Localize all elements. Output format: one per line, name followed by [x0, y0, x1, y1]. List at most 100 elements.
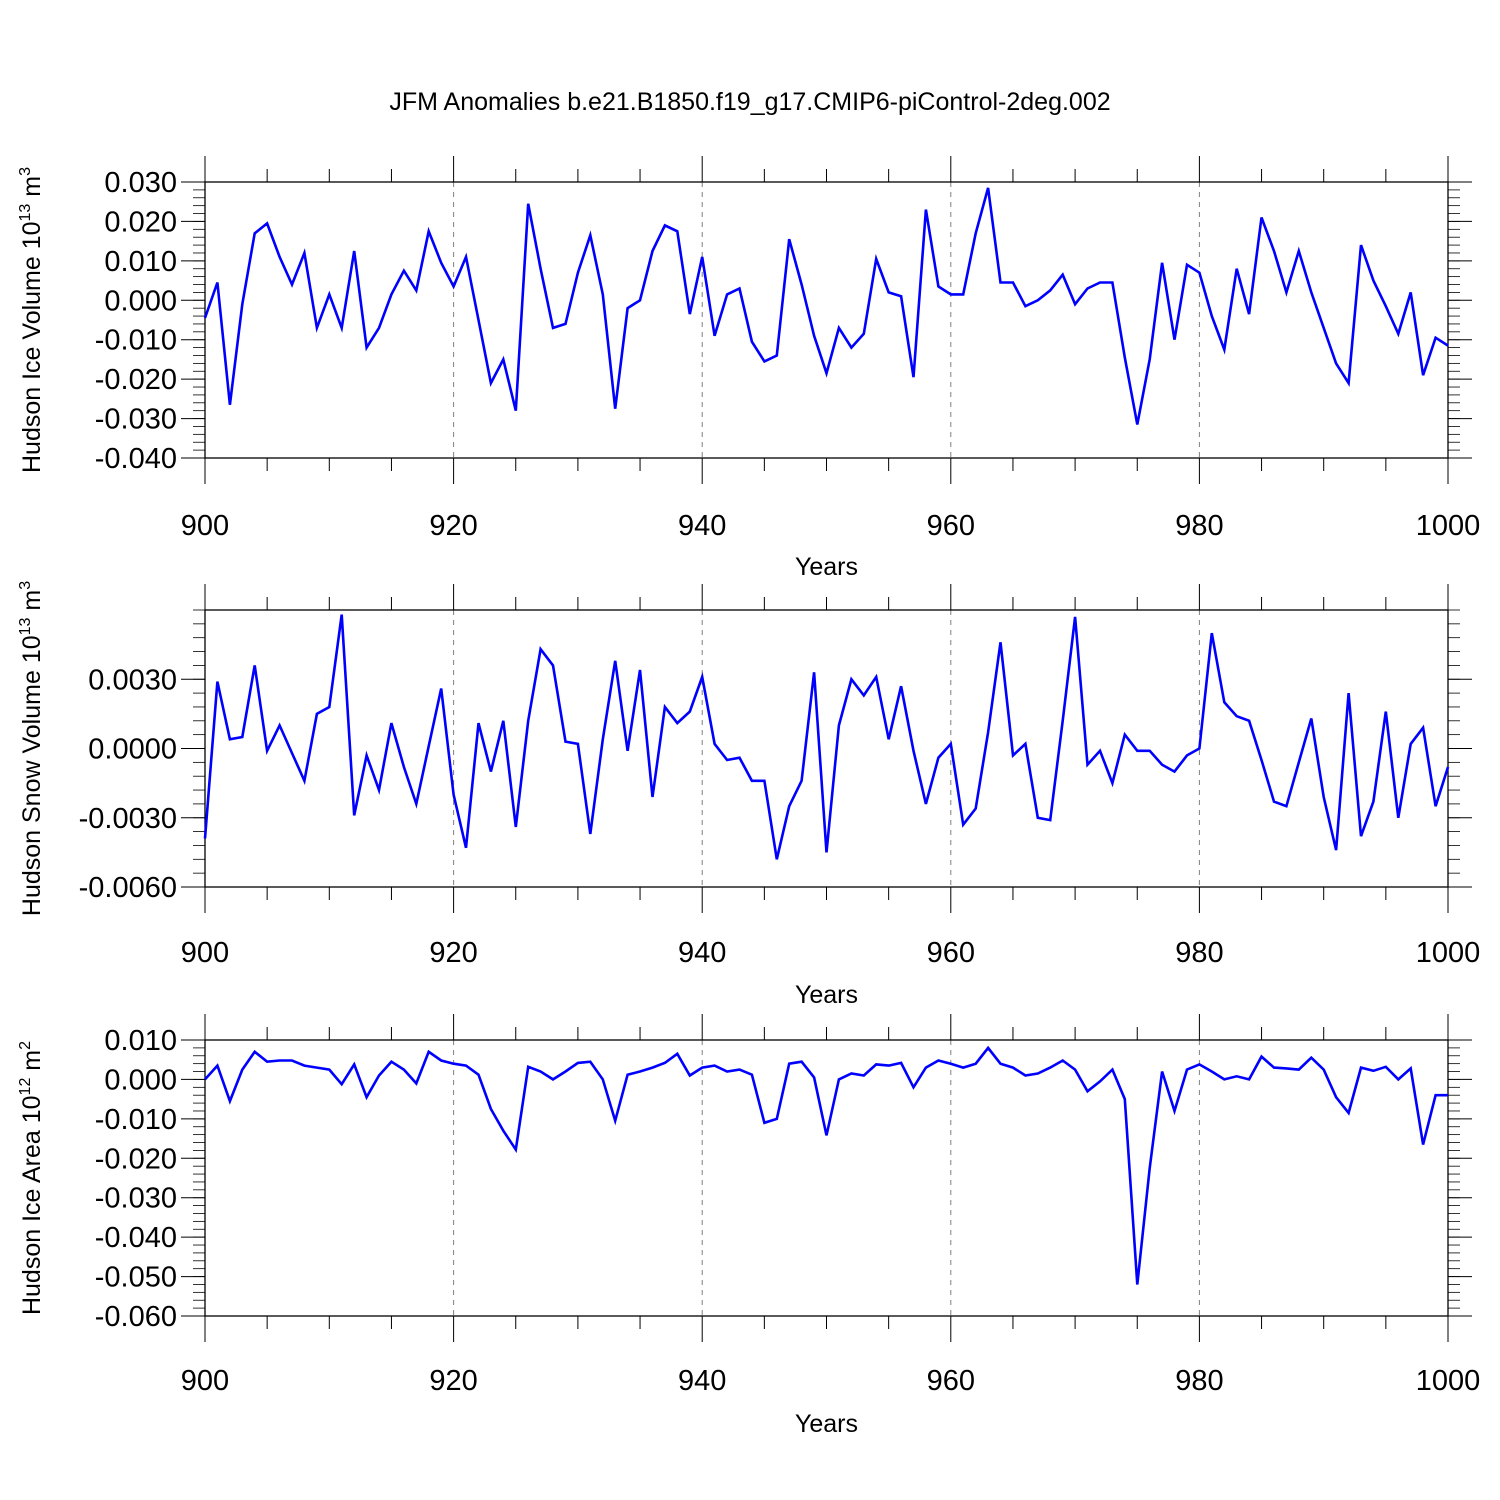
- data-point: [1100, 282, 1101, 283]
- data-point: [205, 1079, 206, 1080]
- data-point: [838, 1079, 839, 1080]
- data-series-line: [203, 614, 1450, 860]
- data-point: [553, 665, 554, 666]
- data-point: [229, 739, 230, 740]
- data-point: [652, 797, 653, 798]
- data-point: [1000, 1063, 1001, 1064]
- data-point: [1286, 806, 1287, 807]
- data-point: [466, 847, 467, 848]
- data-point: [888, 292, 889, 293]
- data-point: [553, 327, 554, 328]
- data-point: [851, 679, 852, 680]
- data-point: [1124, 734, 1125, 735]
- data-point: [851, 347, 852, 348]
- data-point: [1187, 264, 1188, 265]
- data-point: [1323, 327, 1324, 328]
- data-point: [453, 794, 454, 795]
- data-point: [1025, 743, 1026, 744]
- data-point: [901, 686, 902, 687]
- x-tick-label: 920: [429, 510, 477, 542]
- data-point: [1261, 1056, 1262, 1057]
- data-point: [664, 225, 665, 226]
- data-point: [901, 296, 902, 297]
- data-point: [515, 1149, 516, 1150]
- data-point: [727, 294, 728, 295]
- data-point: [739, 1069, 740, 1070]
- data-point: [627, 1074, 628, 1075]
- data-point: [1249, 1079, 1250, 1080]
- data-point: [814, 335, 815, 336]
- data-point: [1385, 1066, 1386, 1067]
- data-point: [354, 1064, 355, 1065]
- data-point: [354, 815, 355, 816]
- data-point: [727, 1071, 728, 1072]
- data-point: [1373, 1070, 1374, 1071]
- y-tick-label: -0.010: [95, 1104, 177, 1136]
- data-point: [640, 1071, 641, 1072]
- data-point: [925, 1067, 926, 1068]
- data-point: [416, 1083, 417, 1084]
- data-point: [863, 333, 864, 334]
- data-point: [627, 308, 628, 309]
- data-point: [640, 300, 641, 301]
- data-point: [1062, 720, 1063, 721]
- data-point: [205, 318, 206, 319]
- data-point: [316, 713, 317, 714]
- data-point: [1435, 1095, 1436, 1096]
- y-tick-label: 0.0000: [88, 734, 177, 766]
- data-point: [1162, 262, 1163, 263]
- data-point: [590, 1061, 591, 1062]
- data-point: [403, 1069, 404, 1070]
- data-point: [540, 1071, 541, 1072]
- data-point: [403, 270, 404, 271]
- data-point: [1410, 1068, 1411, 1069]
- data-point: [901, 1062, 902, 1063]
- data-point: [988, 187, 989, 188]
- data-point: [466, 1065, 467, 1066]
- data-point: [863, 1075, 864, 1076]
- data-point: [254, 233, 255, 234]
- data-point: [677, 231, 678, 232]
- data-point: [1373, 280, 1374, 281]
- data-point: [925, 803, 926, 804]
- data-point: [689, 314, 690, 315]
- data-point: [1100, 750, 1101, 751]
- data-point: [714, 743, 715, 744]
- data-point: [764, 1122, 765, 1123]
- data-point: [279, 1060, 280, 1061]
- x-tick-label: 960: [927, 1365, 975, 1397]
- data-point: [1311, 1057, 1312, 1058]
- data-point: [950, 294, 951, 295]
- data-point: [1174, 771, 1175, 772]
- data-point: [615, 660, 616, 661]
- data-point: [801, 284, 802, 285]
- y-tick-label: 0.010: [104, 246, 177, 278]
- data-point: [739, 288, 740, 289]
- data-point: [1062, 1060, 1063, 1061]
- data-point: [341, 614, 342, 615]
- data-point: [453, 1063, 454, 1064]
- data-point: [863, 695, 864, 696]
- y-tick-label: 0.000: [104, 1064, 177, 1096]
- y-tick-label: -0.0060: [79, 872, 177, 904]
- data-point: [267, 223, 268, 224]
- y-tick-label: -0.060: [95, 1301, 177, 1333]
- data-point: [304, 780, 305, 781]
- data-point: [1249, 720, 1250, 721]
- data-point: [1361, 245, 1362, 246]
- data-point: [1385, 306, 1386, 307]
- data-point: [1199, 272, 1200, 273]
- data-point: [217, 1065, 218, 1066]
- data-point: [950, 1063, 951, 1064]
- data-point: [329, 294, 330, 295]
- data-point: [379, 1075, 380, 1076]
- data-point: [391, 723, 392, 724]
- data-point: [391, 1061, 392, 1062]
- data-point: [1361, 836, 1362, 837]
- data-point: [1398, 1079, 1399, 1080]
- data-point: [1062, 274, 1063, 275]
- data-point: [279, 725, 280, 726]
- data-point: [876, 1064, 877, 1065]
- data-point: [577, 1062, 578, 1063]
